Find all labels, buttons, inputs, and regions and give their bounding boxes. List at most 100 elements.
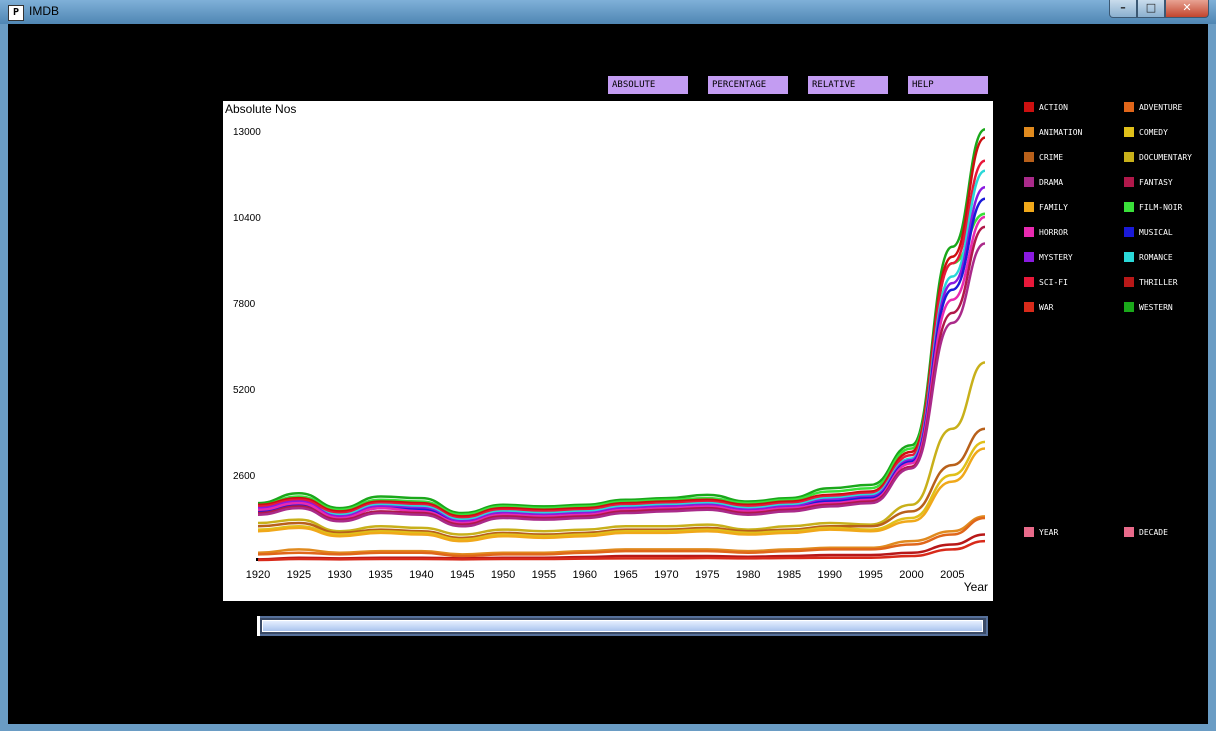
chart-title: Absolute Nos xyxy=(225,102,296,116)
origin-marker xyxy=(256,558,259,561)
legend-item-romance[interactable]: ROMANCE xyxy=(1124,251,1173,263)
x-tick-label: 2005 xyxy=(940,569,964,581)
x-tick-label: 1940 xyxy=(409,569,433,581)
legend-swatch xyxy=(1024,227,1034,237)
legend-label: CRIME xyxy=(1039,152,1064,162)
granularity-swatch xyxy=(1124,527,1134,537)
series-line-romance xyxy=(257,169,986,521)
legend-swatch xyxy=(1124,177,1134,187)
series-line-animation xyxy=(257,515,986,556)
legend-label: ROMANCE xyxy=(1139,252,1173,262)
legend-item-drama[interactable]: DRAMA xyxy=(1024,176,1063,188)
legend-label: ANIMATION xyxy=(1039,127,1083,137)
x-tick-label: 1990 xyxy=(818,569,842,581)
legend-item-fantasy[interactable]: FANTASY xyxy=(1124,176,1173,188)
legend-swatch xyxy=(1124,227,1134,237)
close-button[interactable]: ✕ xyxy=(1165,0,1209,18)
x-tick-label: 1955 xyxy=(532,569,556,581)
series-line-mystery xyxy=(257,185,986,523)
percentage-button[interactable]: PERCENTAGE xyxy=(708,76,788,94)
legend-label: DOCUMENTARY xyxy=(1139,152,1192,162)
legend-item-action[interactable]: ACTION xyxy=(1024,101,1068,113)
relative-button[interactable]: RELATIVE xyxy=(808,76,888,94)
y-tick-label: 5200 xyxy=(233,385,256,396)
legend-label: WESTERN xyxy=(1139,302,1173,312)
x-tick-label: 2000 xyxy=(899,569,923,581)
x-tick-label: 1945 xyxy=(450,569,474,581)
legend-item-family[interactable]: FAMILY xyxy=(1024,201,1068,213)
legend-label: HORROR xyxy=(1039,227,1068,237)
legend-item-animation[interactable]: ANIMATION xyxy=(1024,126,1082,138)
legend-label: FANTASY xyxy=(1139,177,1173,187)
series-line-documentary xyxy=(257,361,986,536)
series-line-adventure xyxy=(257,516,986,558)
x-tick-label: 1960 xyxy=(572,569,596,581)
legend-swatch xyxy=(1124,277,1134,287)
x-tick-label: 1980 xyxy=(736,569,760,581)
maximize-button[interactable]: □ xyxy=(1137,0,1165,18)
series-line-comedy xyxy=(257,440,986,541)
granularity-year-option[interactable]: YEAR xyxy=(1024,526,1058,538)
app-canvas: ABSOLUTE NUMBER PERCENTAGE RELATIVE HELP… xyxy=(8,24,1208,724)
legend-swatch xyxy=(1124,202,1134,212)
app-icon: P xyxy=(8,5,24,21)
series-line-thriller xyxy=(257,533,986,561)
granularity-label: YEAR xyxy=(1039,527,1059,537)
legend-swatch xyxy=(1024,277,1034,287)
series-line-fantasy xyxy=(257,225,986,526)
granularity-label: DECADE xyxy=(1139,527,1168,537)
help-button[interactable]: HELP xyxy=(908,76,988,94)
x-tick-label: 1965 xyxy=(613,569,637,581)
legend-item-documentary[interactable]: DOCUMENTARY xyxy=(1124,151,1192,163)
x-axis-label: Year xyxy=(964,580,988,594)
y-tick-label: 10400 xyxy=(233,213,261,224)
x-tick-label: 1970 xyxy=(654,569,678,581)
legend-swatch xyxy=(1124,127,1134,137)
legend-label: WAR xyxy=(1039,302,1054,312)
series-line-war xyxy=(257,539,986,562)
x-tick-label: 1995 xyxy=(858,569,882,581)
minimize-button[interactable]: – xyxy=(1109,0,1137,18)
granularity-decade-option[interactable]: DECADE xyxy=(1124,526,1168,538)
legend-swatch xyxy=(1024,127,1034,137)
legend-label: MUSICAL xyxy=(1139,227,1173,237)
legend-label: ADVENTURE xyxy=(1139,102,1183,112)
legend-item-comedy[interactable]: COMEDY xyxy=(1124,126,1168,138)
x-tick-label: 1935 xyxy=(368,569,392,581)
legend-swatch xyxy=(1024,152,1034,162)
legend-label: SCI-FI xyxy=(1039,277,1068,287)
legend-swatch xyxy=(1024,177,1034,187)
x-tick-label: 1985 xyxy=(777,569,801,581)
window-controls: – □ ✕ xyxy=(1109,0,1209,18)
legend-item-western[interactable]: WESTERN xyxy=(1124,301,1173,313)
legend-label: MYSTERY xyxy=(1039,252,1073,262)
legend-item-war[interactable]: WAR xyxy=(1024,301,1053,313)
legend-item-sci-fi[interactable]: SCI-FI xyxy=(1024,276,1068,288)
legend-label: FAMILY xyxy=(1039,202,1068,212)
series-line-drama xyxy=(257,242,986,528)
series-line-action xyxy=(257,136,986,518)
scrollbar-thumb[interactable] xyxy=(262,620,983,632)
year-range-scrollbar[interactable] xyxy=(257,616,988,636)
window-title: IMDB xyxy=(29,4,59,18)
y-tick-label: 2600 xyxy=(233,471,256,482)
series-line-family xyxy=(257,447,986,543)
legend-item-mystery[interactable]: MYSTERY xyxy=(1024,251,1073,263)
legend-label: DRAMA xyxy=(1039,177,1064,187)
chart-panel: Absolute Nos Year 2600 5200 7800 10400 13000 19… xyxy=(223,101,993,601)
legend-item-crime[interactable]: CRIME xyxy=(1024,151,1063,163)
scrollbar-left-handle[interactable] xyxy=(257,616,260,636)
legend-label: ACTION xyxy=(1039,102,1068,112)
x-tick-label: 1930 xyxy=(327,569,351,581)
legend-item-musical[interactable]: MUSICAL xyxy=(1124,226,1173,238)
legend-swatch xyxy=(1024,202,1034,212)
absolute-number-button[interactable]: ABSOLUTE NUMBER xyxy=(608,76,688,108)
legend-item-adventure[interactable]: ADVENTURE xyxy=(1124,101,1182,113)
series-line-crime xyxy=(257,427,986,540)
legend-item-horror[interactable]: HORROR xyxy=(1024,226,1068,238)
x-tick-label: 1925 xyxy=(287,569,311,581)
legend-label: COMEDY xyxy=(1139,127,1168,137)
legend-item-thriller[interactable]: THRILLER xyxy=(1124,276,1178,288)
series-line-musical xyxy=(257,197,986,525)
legend-item-film-noir[interactable]: FILM-NOIR xyxy=(1124,201,1182,213)
